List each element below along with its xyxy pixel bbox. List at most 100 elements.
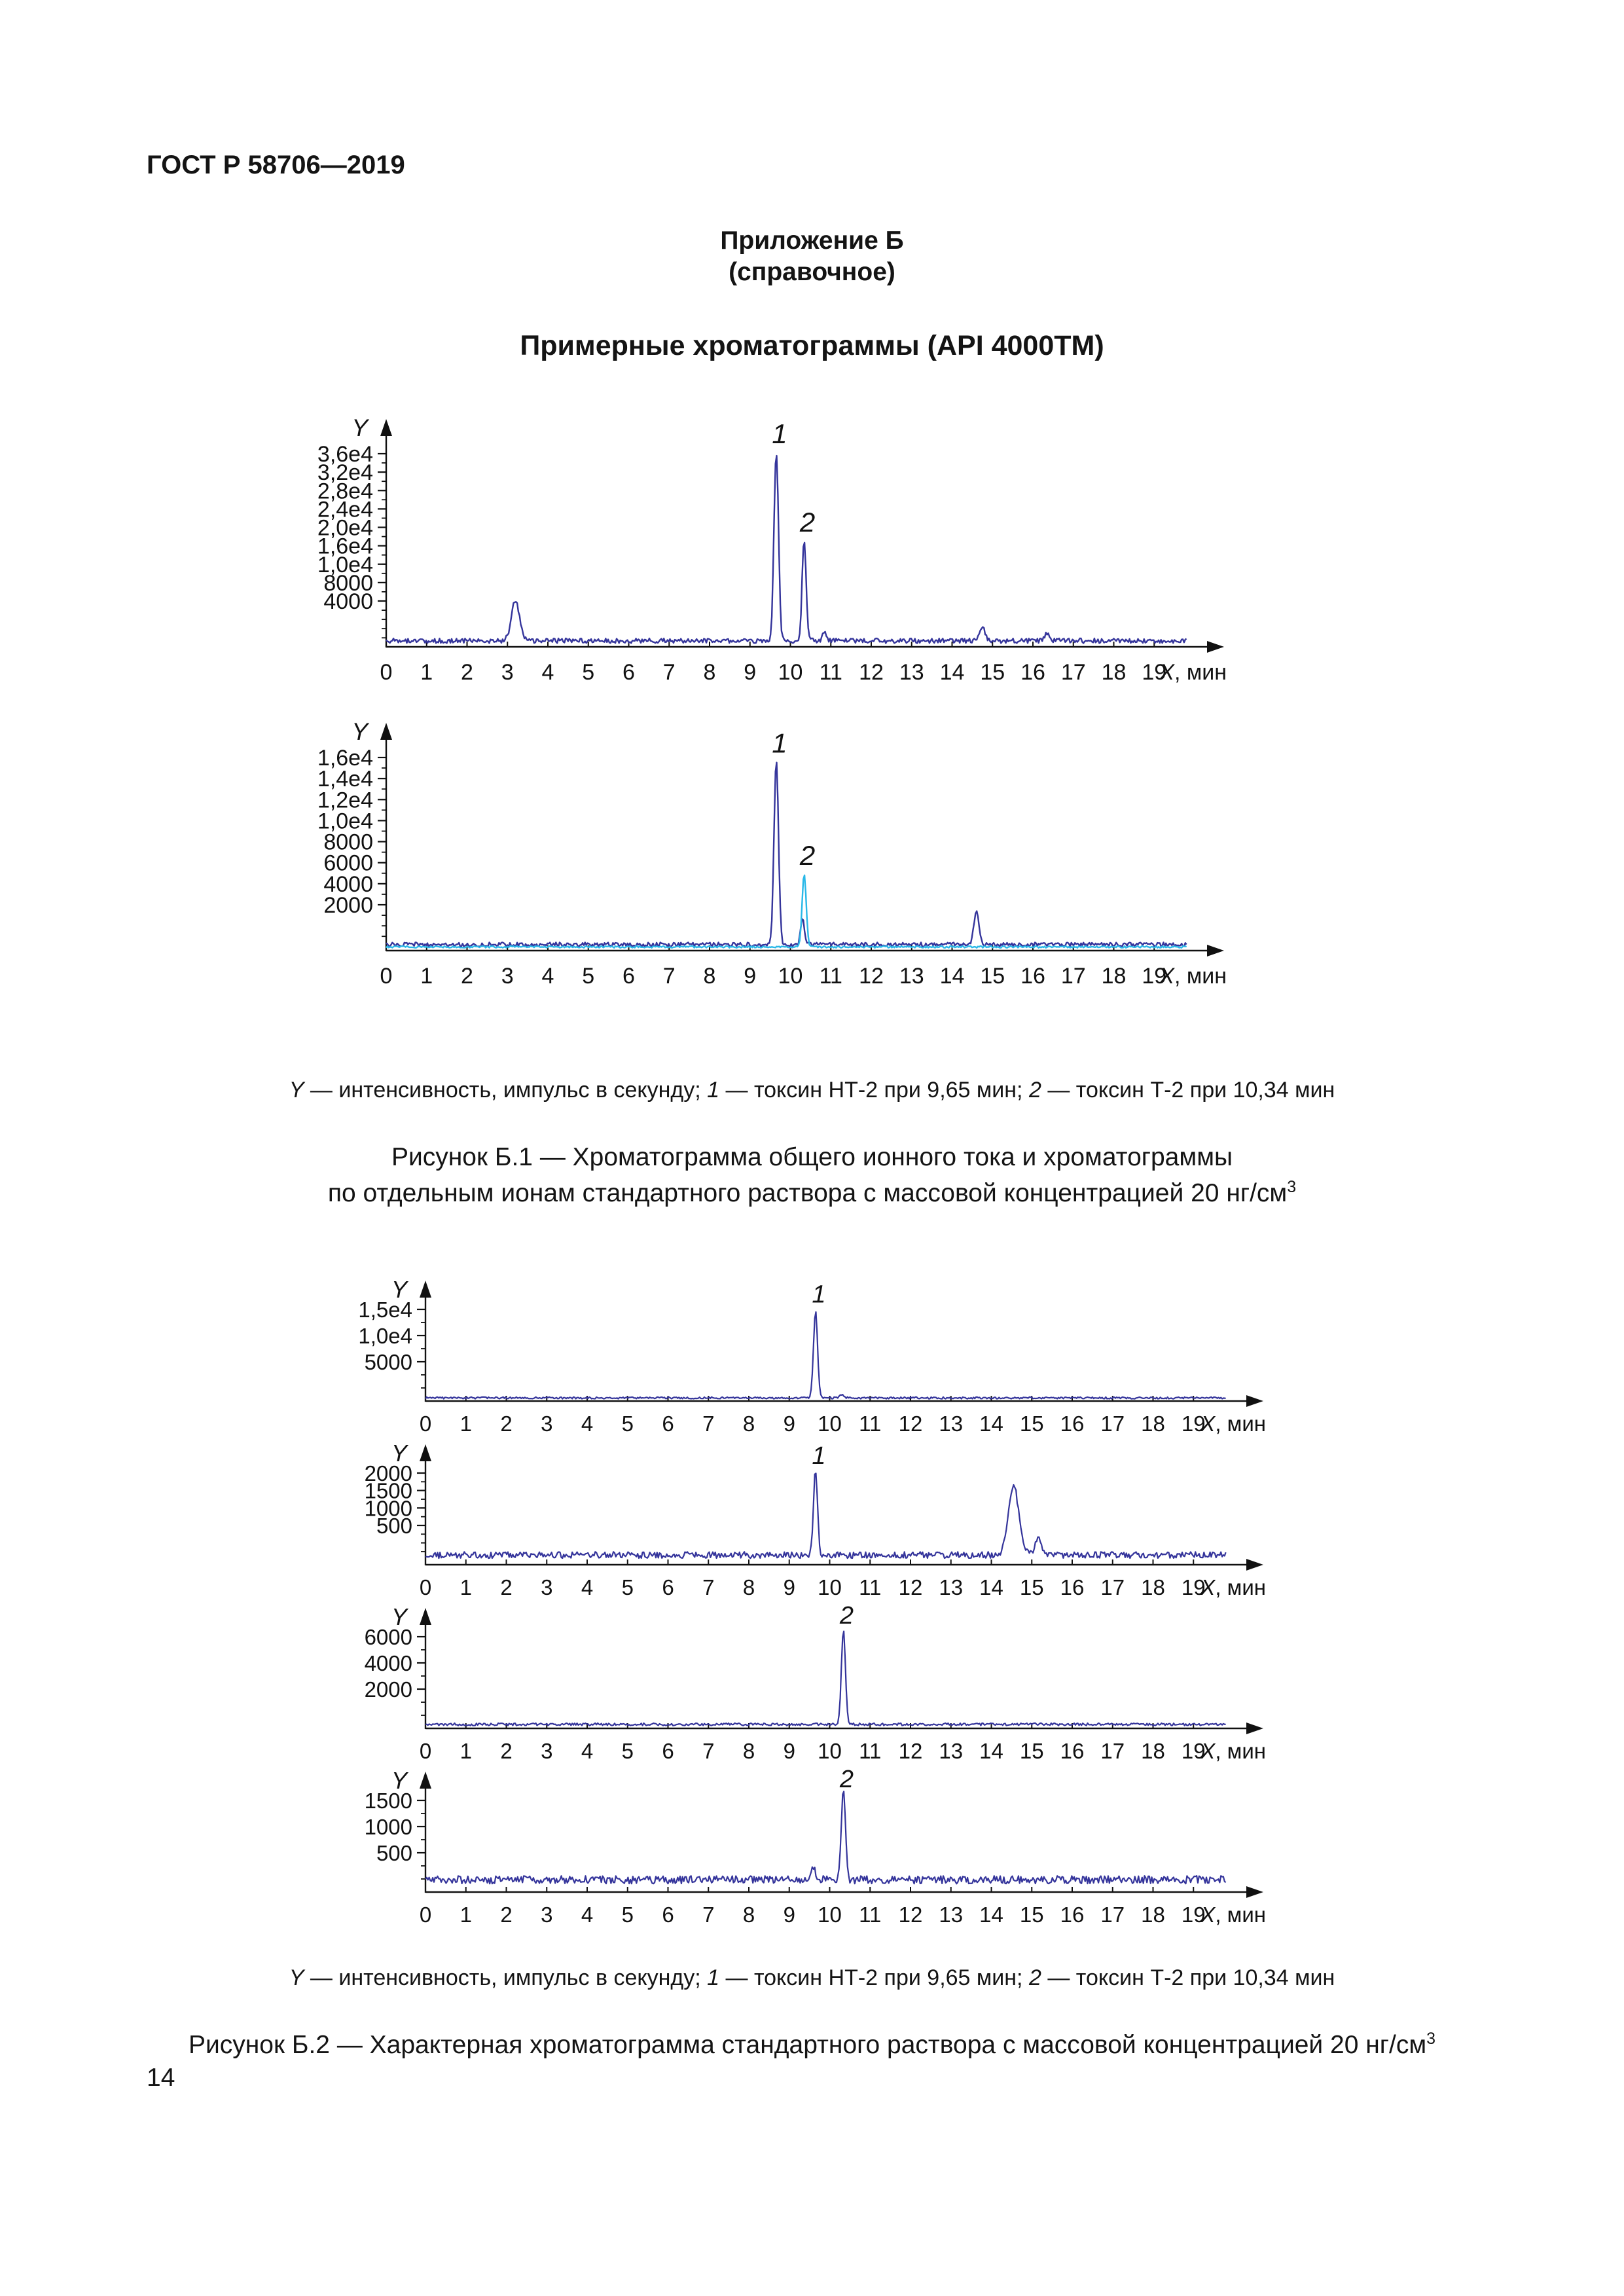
svg-text:1,4e4: 1,4e4 [317,767,373,792]
legend-peak1-symbol: 1 [707,1965,720,1990]
svg-text:8: 8 [743,1575,755,1599]
svg-text:1: 1 [772,727,787,758]
svg-text:13: 13 [939,1412,963,1436]
svg-text:6: 6 [623,660,635,685]
svg-text:7: 7 [702,1739,714,1763]
svg-text:16: 16 [1060,1739,1085,1763]
superscript-3: 3 [1287,1178,1297,1196]
legend-peak2-text: — токсин Т-2 при 10,34 мин [1041,1078,1335,1102]
svg-text:4: 4 [581,1575,593,1599]
svg-text:17: 17 [1100,1575,1125,1599]
svg-text:1000: 1000 [365,1496,412,1520]
svg-text:2: 2 [500,1903,512,1927]
svg-text:4: 4 [581,1739,593,1763]
svg-text:3: 3 [541,1575,552,1599]
appendix-title: Примерные хроматограммы (API 4000TM) [520,330,1104,361]
svg-text:8000: 8000 [323,571,373,596]
svg-text:1,5e4: 1,5e4 [358,1298,412,1322]
svg-text:7: 7 [663,964,676,989]
svg-text:2: 2 [500,1575,512,1599]
svg-text:6: 6 [662,1575,674,1599]
legend-y-text: — интенсивность, импульс в секунду; [304,1078,708,1102]
svg-text:4: 4 [542,660,554,685]
svg-text:6: 6 [662,1739,674,1763]
legend-y-symbol: Y [289,1078,304,1102]
svg-text:11: 11 [859,1575,881,1599]
svg-text:14: 14 [940,964,965,989]
svg-text:7: 7 [663,660,676,685]
svg-text:19: 19 [1142,964,1166,989]
svg-text:16: 16 [1060,1575,1085,1599]
svg-text:9: 9 [784,1739,795,1763]
svg-text:13: 13 [939,1903,963,1927]
chromatogram-b2-trace4-svg: Y0 1 2 3 4 5 6 7 8 9 10 11 12 13 14 15 16 17 18 19X, мин150… [365,1766,1266,1927]
svg-text:11: 11 [859,1412,881,1436]
svg-text:15: 15 [1020,1575,1044,1599]
svg-text:5: 5 [622,1412,634,1436]
svg-text:18: 18 [1141,1412,1165,1436]
svg-text:2: 2 [461,964,473,989]
chart-b1-extracted-ions: Y 0 1 2 3 4 5 6 7 8 9 10 11 12 13 14 15 16 17 18 19 X, мин 1,6… [288,715,1250,1010]
svg-text:13: 13 [939,1739,963,1763]
svg-text:17: 17 [1061,964,1086,989]
svg-text:12: 12 [899,1575,923,1599]
svg-text:3: 3 [501,660,514,685]
svg-text:1,0e4: 1,0e4 [358,1324,412,1348]
svg-text:14: 14 [979,1575,1003,1599]
svg-text:2: 2 [799,507,815,538]
figure-b1-caption: Рисунок Б.1 — Хроматограмма общего ионно… [0,1139,1624,1211]
svg-text:500: 500 [376,1514,412,1538]
svg-text:3,2e4: 3,2e4 [317,460,373,485]
svg-text:12: 12 [899,1412,923,1436]
appendix-label: Приложение Б [720,227,904,255]
svg-text:17: 17 [1100,1412,1125,1436]
svg-text:19: 19 [1182,1903,1206,1927]
svg-text:16: 16 [1020,964,1045,989]
svg-text:2,8e4: 2,8e4 [317,479,373,503]
svg-text:8: 8 [743,1739,755,1763]
svg-text:5: 5 [622,1575,634,1599]
svg-text:14: 14 [979,1903,1003,1927]
svg-text:2,4e4: 2,4e4 [317,497,373,522]
svg-text:1: 1 [812,1442,825,1470]
svg-text:17: 17 [1100,1739,1125,1763]
svg-text:9: 9 [744,964,756,989]
svg-text:1,2e4: 1,2e4 [317,788,373,812]
svg-text:2: 2 [839,1766,854,1793]
svg-text:4: 4 [542,964,554,989]
svg-text:1,0e4: 1,0e4 [317,809,373,833]
svg-text:19: 19 [1182,1575,1206,1599]
svg-text:2: 2 [461,660,473,685]
svg-text:18: 18 [1141,1739,1165,1763]
svg-text:Y: Y [391,1603,409,1630]
svg-text:1: 1 [420,660,433,685]
svg-text:2: 2 [500,1412,512,1436]
appendix-kind: (справочное) [729,258,895,286]
svg-text:8: 8 [704,660,716,685]
svg-text:2000: 2000 [323,893,373,918]
legend-peak1-symbol: 1 [707,1078,720,1102]
svg-text:Y: Y [391,1767,409,1794]
svg-text:15: 15 [1020,1903,1044,1927]
svg-text:19: 19 [1182,1412,1206,1436]
svg-text:Y: Y [352,718,369,745]
svg-text:16: 16 [1020,660,1045,685]
svg-text:18: 18 [1141,1903,1165,1927]
svg-text:15: 15 [1020,1739,1044,1763]
svg-text:X, мин: X, мин [1200,1739,1266,1763]
svg-text:12: 12 [899,1739,923,1763]
svg-text:2,0e4: 2,0e4 [317,516,373,541]
svg-text:5000: 5000 [365,1350,412,1374]
svg-text:6000: 6000 [323,851,373,876]
svg-text:5: 5 [622,1739,634,1763]
svg-text:2: 2 [799,840,815,871]
svg-text:14: 14 [979,1412,1003,1436]
svg-text:1: 1 [460,1575,472,1599]
svg-text:Y: Y [391,1276,409,1303]
svg-text:18: 18 [1102,964,1127,989]
svg-text:0: 0 [420,1739,431,1763]
svg-text:16: 16 [1060,1412,1085,1436]
svg-text:1500: 1500 [365,1789,412,1813]
svg-text:9: 9 [744,660,756,685]
legend-y-symbol: Y [289,1965,304,1990]
